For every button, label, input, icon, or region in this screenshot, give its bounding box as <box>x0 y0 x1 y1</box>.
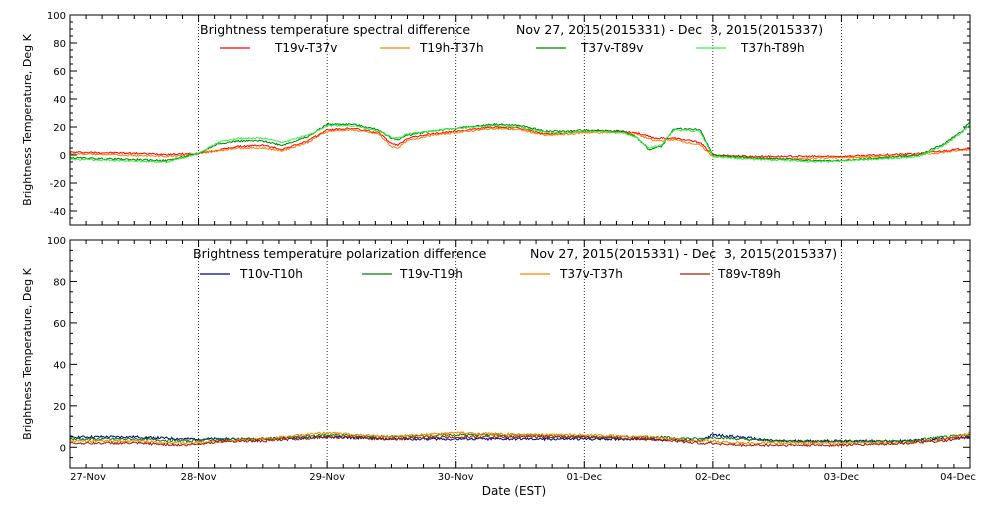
series-line-T37h-T89h <box>70 123 970 164</box>
x-tick-label: 01-Dec <box>566 472 602 483</box>
x-tick-label: 04-Dec <box>940 472 976 483</box>
series-line-T19h-T37h <box>70 127 970 161</box>
x-tick-label: 03-Dec <box>824 472 860 483</box>
y-tick-label: 100 <box>47 11 66 22</box>
x-tick-label: 02-Dec <box>695 472 731 483</box>
y-tick-label: 20 <box>53 402 66 413</box>
legend-label: T19v-T37v <box>274 41 337 55</box>
x-tick-label: 29-Nov <box>309 472 345 483</box>
legend-label: T89v-T89h <box>717 267 781 281</box>
x-axis-label: Date (EST) <box>482 484 546 498</box>
series-line-T37v-T89v <box>70 121 970 163</box>
y-tick-label: 0 <box>60 443 66 454</box>
x-tick-label: 27-Nov <box>70 472 106 483</box>
panel-1: -40 -20 0 20 40 60 80 100 Brightness temperature… <box>21 11 971 226</box>
chart-title: Brightness temperature polarization diff… <box>193 246 487 261</box>
y-tick-label: 40 <box>53 360 66 371</box>
y-tick-label: 80 <box>53 39 66 50</box>
y-tick-label: -40 <box>50 207 66 218</box>
y-axis-label: Brightness Temperature, Deg K <box>21 33 34 205</box>
series-line-T37v-T37h <box>70 430 970 446</box>
legend-label: T37h-T89h <box>740 41 805 55</box>
series-line-T19v-T19h <box>70 432 970 444</box>
x-tick-label: 30-Nov <box>438 472 474 483</box>
y-tick-label: 20 <box>53 123 66 134</box>
legend-label: T10v-T10h <box>239 267 303 281</box>
legend-label: T19h-T37h <box>419 41 484 55</box>
legend-label: T37v-T89v <box>580 41 643 55</box>
legend-label: T37v-T37h <box>559 267 623 281</box>
chart-date-range: Nov 27, 2015(2015331) - Dec 3, 2015(2015… <box>530 246 837 261</box>
plot-frame <box>69 14 971 226</box>
y-tick-label: 100 <box>47 236 66 247</box>
series-line-T89v-T89h <box>70 434 970 448</box>
chart-date-range: Nov 27, 2015(2015331) - Dec 3, 2015(2015… <box>516 22 823 37</box>
y-tick-label: 0 <box>60 151 66 162</box>
y-tick-label: 40 <box>53 95 66 106</box>
plot-frame <box>69 239 971 469</box>
y-tick-label: -20 <box>50 179 66 190</box>
chart-title: Brightness temperature spectral differen… <box>200 22 470 37</box>
y-tick-label: 60 <box>53 319 66 330</box>
legend-label: T19v-T19h <box>399 267 463 281</box>
y-tick-label: 60 <box>53 67 66 78</box>
x-tick-label: 28-Nov <box>181 472 217 483</box>
y-axis-label: Brightness Temperature, Deg K <box>21 267 34 439</box>
panel-2: 0 20 40 60 80 100 27-Nov 28-Nov 29-Nov 30-Nov 01-D… <box>21 236 976 498</box>
y-tick-label: 80 <box>53 277 66 288</box>
